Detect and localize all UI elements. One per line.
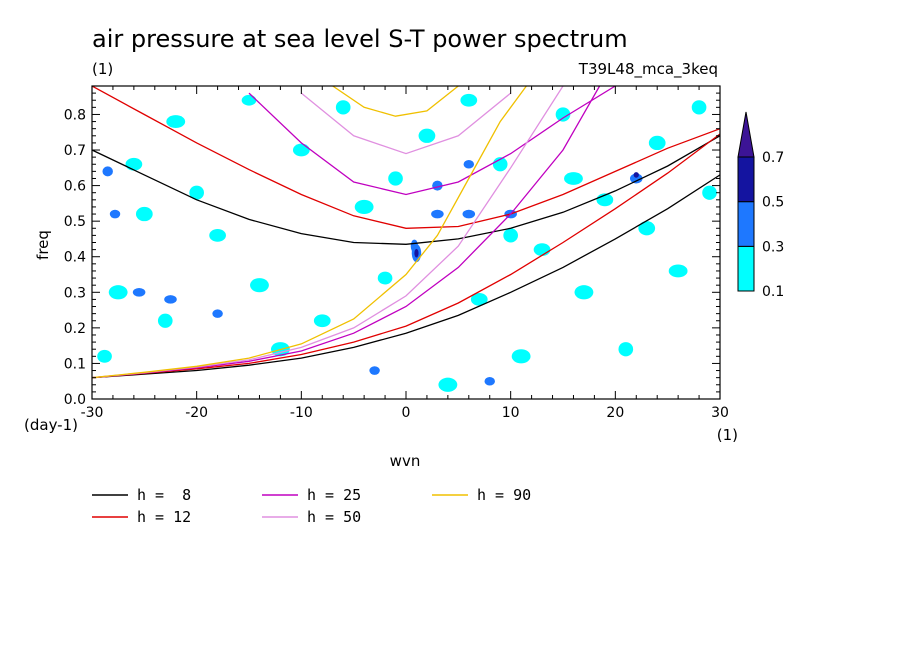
power-patch-11	[377, 271, 393, 285]
curve-upper-2	[248, 86, 616, 196]
power-patch-32	[564, 172, 583, 185]
power-patch-8	[292, 143, 310, 157]
curve-lower-1	[92, 133, 720, 379]
y-tick-label: 0.2	[64, 321, 86, 337]
power-patch-47	[629, 173, 643, 184]
power-patch-21	[618, 342, 634, 357]
power-patch-33	[638, 221, 656, 236]
legend-entry: h = 8	[137, 486, 191, 504]
power-patch-18	[555, 107, 571, 122]
colorbar-segment	[737, 201, 755, 247]
power-patch-3	[166, 115, 186, 128]
colorbar: 0.1 0.3 0.5 0.7	[737, 111, 784, 300]
x-tick-label: 30	[711, 405, 729, 421]
power-patch-14	[470, 293, 488, 306]
power-patch-35	[102, 166, 113, 177]
subtitle-left: (1)	[92, 60, 113, 78]
power-patch-30	[460, 93, 478, 107]
chart-title: air pressure at sea level S-T power spec…	[92, 25, 628, 53]
power-patch-38	[164, 295, 177, 304]
subtitle-right: T39L48_mca_3keq	[578, 60, 718, 79]
power-patch-31	[503, 228, 518, 243]
power-patch-22	[648, 135, 666, 151]
power-patch-39	[212, 309, 223, 318]
y-tick-label: 0.4	[64, 250, 86, 266]
x-tick-label: -20	[185, 405, 208, 421]
curve-lower-0	[92, 174, 720, 379]
power-patch-28	[313, 314, 331, 328]
y-tick-label: 0.7	[64, 143, 86, 159]
x-tick-label: 20	[606, 405, 624, 421]
legend-entry: h = 90	[477, 486, 531, 504]
power-patch-26	[157, 313, 173, 328]
power-patch-44	[462, 209, 476, 219]
plot-contents	[92, 86, 720, 392]
x-tick-label: -30	[81, 405, 104, 421]
power-patch-48	[484, 376, 495, 386]
legend-entry: h = 25	[307, 486, 361, 504]
power-patch-13	[438, 377, 458, 392]
power-patch-43	[431, 209, 444, 219]
y-axis-label: freq	[34, 230, 52, 260]
x-axis-label: wvn	[390, 452, 421, 470]
plot-area	[92, 86, 720, 392]
colorbar-segment	[737, 245, 755, 292]
y-tick-label: 0.6	[64, 179, 86, 195]
y-unit-label: (day-1)	[24, 416, 78, 434]
legend-entry: h = 12	[137, 508, 191, 526]
curve-upper-3	[300, 92, 512, 155]
power-patch-4	[189, 185, 204, 200]
legend-entry: h = 50	[307, 508, 361, 526]
y-tick-label: 0.8	[64, 107, 86, 123]
x-tick-label: -10	[290, 405, 313, 421]
x-tick-label: 10	[502, 405, 520, 421]
power-patch-17	[533, 243, 551, 257]
power-patch-34	[702, 185, 717, 200]
power-patch-45	[463, 159, 475, 169]
curve-upper-0	[92, 135, 720, 245]
power-patch-1	[108, 285, 128, 300]
curve-upper-1	[92, 86, 720, 229]
power-patch-10	[354, 199, 374, 215]
axes: -30 -20 -10 0 10 20 30 0.0 0.1 0.2 0.3 0.4 0.5 0.6 0.7…	[64, 85, 729, 421]
power-patch-24	[691, 100, 707, 115]
curve-upper-4	[332, 86, 459, 117]
y-tick-label: 0.3	[64, 285, 86, 301]
power-patch-49	[369, 366, 380, 375]
colorbar-segment	[737, 156, 755, 203]
x-unit-label: (1)	[717, 426, 738, 444]
power-patch-50	[414, 248, 419, 258]
power-patch-27	[250, 278, 269, 293]
curve-lower-4	[92, 86, 527, 379]
power-patch-6	[241, 94, 257, 106]
y-tick-label: 0.5	[64, 214, 86, 230]
colorbar-label: 0.7	[762, 150, 784, 166]
y-tick-label: 0.1	[64, 356, 86, 372]
colorbar-label: 0.1	[762, 284, 784, 300]
power-patch-36	[109, 209, 121, 219]
power-patch-19	[574, 285, 594, 300]
colorbar-label: 0.3	[762, 239, 784, 255]
power-patch-12	[418, 128, 436, 143]
power-patch-29	[388, 171, 403, 186]
y-tick-label: 0.0	[64, 392, 86, 408]
colorbar-label: 0.5	[762, 195, 784, 211]
colorbar-extend-arrow	[737, 111, 755, 158]
power-patch-9	[335, 100, 351, 115]
power-patch-51	[633, 172, 639, 178]
power-patch-16	[511, 349, 531, 364]
power-patch-23	[668, 264, 688, 278]
legend: h = 8 h = 12 h = 25 h = 50 h = 90	[92, 486, 531, 526]
power-patch-5	[209, 228, 226, 242]
x-tick-label: 0	[402, 405, 411, 421]
power-patch-25	[125, 157, 143, 171]
power-patch-37	[132, 288, 146, 297]
power-patch-0	[97, 349, 112, 363]
power-patch-2	[135, 206, 153, 222]
